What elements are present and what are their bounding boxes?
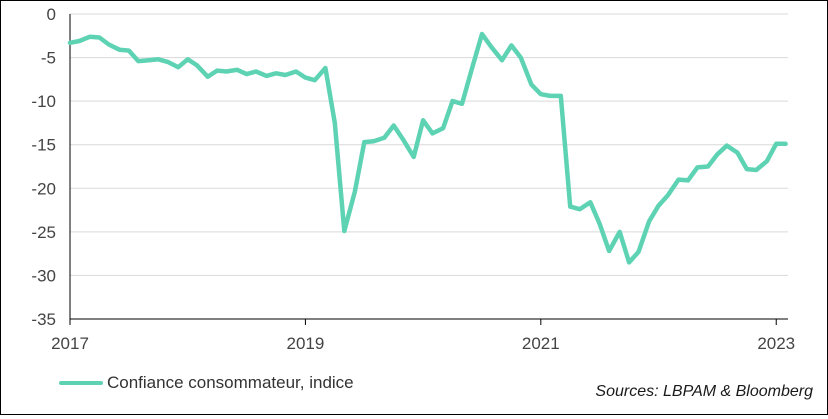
legend-label: Confiance consommateur, indice [107,373,354,392]
y-tick-label: -15 [31,136,56,155]
x-tick-label: 2017 [51,334,89,353]
y-axis-tick-labels: 0 -5 -10 -15 -20 -25 -30 -35 [31,5,56,329]
legend-swatch [59,381,103,385]
source-note: Sources: LBPAM & Bloomberg [595,383,813,400]
x-tick-label: 2021 [522,334,560,353]
legend: Confiance consommateur, indice [59,373,354,393]
y-tick-label: -5 [41,49,56,68]
y-tick-label: -30 [31,266,56,285]
y-tick-label: -10 [31,92,56,111]
series-line-confiance-consommateur [67,31,788,265]
y-tick-label: -25 [31,223,56,242]
gridlines [70,13,788,276]
x-axis-ticks: 2017 2019 2021 2023 [51,319,795,353]
y-tick-label: 0 [47,5,56,24]
x-tick-label: 2019 [286,334,324,353]
y-tick-label: -35 [31,310,56,329]
x-tick-label: 2023 [757,334,795,353]
y-tick-label: -20 [31,179,56,198]
